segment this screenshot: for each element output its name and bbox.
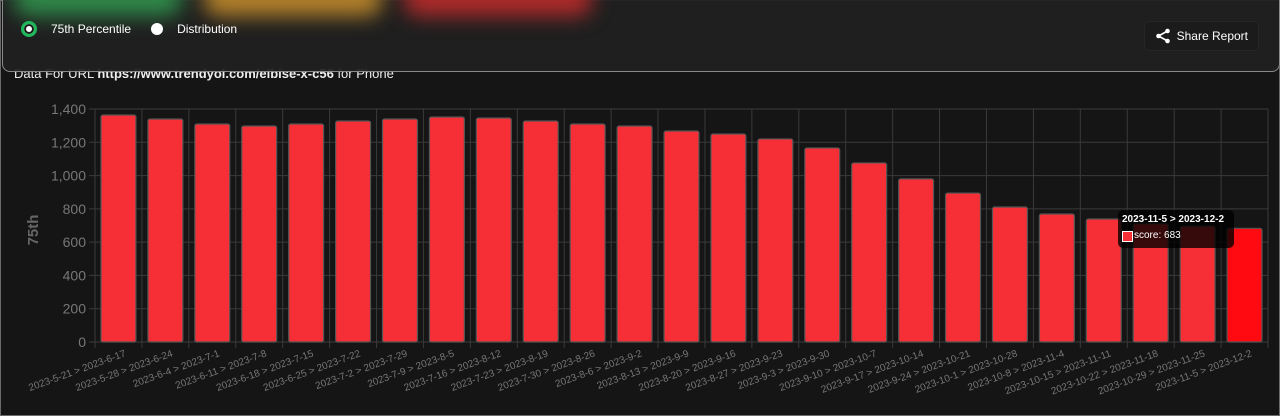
tooltip-value: score: 683 — [1134, 230, 1181, 241]
green-blur — [13, 0, 183, 16]
bar[interactable] — [100, 114, 137, 343]
red-blur — [403, 0, 593, 16]
bar[interactable] — [1226, 227, 1263, 343]
bar[interactable] — [475, 117, 512, 343]
chart-tooltip: 2023-11-5 > 2023-12-2 score: 683 — [1118, 210, 1234, 248]
y-tick-label: 600 — [63, 234, 87, 250]
bar[interactable] — [522, 120, 559, 343]
share-report-button[interactable]: Share Report — [1143, 21, 1259, 51]
y-axis-label: 75th — [25, 215, 42, 246]
bar[interactable] — [898, 178, 935, 343]
bar[interactable] — [710, 133, 747, 343]
bar[interactable] — [147, 118, 184, 343]
bar[interactable] — [241, 125, 278, 343]
y-tick-label: 200 — [63, 301, 87, 317]
tooltip-swatch — [1122, 231, 1133, 242]
y-tick-label: 400 — [63, 267, 87, 283]
radio-label-75th[interactable]: 75th Percentile — [51, 22, 132, 36]
bar[interactable] — [663, 130, 700, 343]
bar[interactable] — [1085, 218, 1122, 343]
radio-label-distribution[interactable]: Distribution — [177, 22, 238, 36]
bar[interactable] — [194, 123, 231, 343]
bar[interactable] — [944, 192, 982, 343]
bar[interactable] — [757, 138, 794, 343]
bar[interactable] — [428, 116, 465, 343]
bar[interactable] — [616, 125, 653, 343]
bar[interactable] — [335, 120, 372, 343]
bar[interactable] — [569, 123, 606, 343]
share-icon — [1155, 28, 1170, 44]
y-ticks: 0 200 400 600 800 1,000 1,200 1,400 — [51, 101, 86, 350]
y-tick-label: 800 — [63, 201, 87, 217]
y-tick-label: 0 — [78, 334, 86, 350]
bar[interactable] — [381, 118, 419, 343]
bar[interactable] — [851, 162, 888, 343]
bar[interactable] — [804, 147, 841, 343]
orange-blur — [203, 0, 383, 16]
view-toggle: 75th Percentile Distribution — [21, 21, 257, 37]
controls-bar: 75th Percentile Distribution Share Repor… — [2, 0, 1280, 72]
bars — [100, 114, 1263, 343]
radio-distribution[interactable] — [151, 23, 164, 35]
bar[interactable] — [1038, 213, 1075, 343]
y-tick-label: 1,400 — [51, 101, 86, 117]
y-tick-label: 1,200 — [51, 134, 86, 150]
radio-75th-percentile[interactable] — [21, 21, 37, 37]
bar[interactable] — [991, 206, 1028, 343]
tooltip-title: 2023-11-5 > 2023-12-2 — [1122, 214, 1225, 225]
share-report-label: Share Report — [1176, 29, 1248, 43]
y-tick-label: 1,000 — [51, 168, 86, 184]
bar[interactable] — [288, 123, 325, 343]
